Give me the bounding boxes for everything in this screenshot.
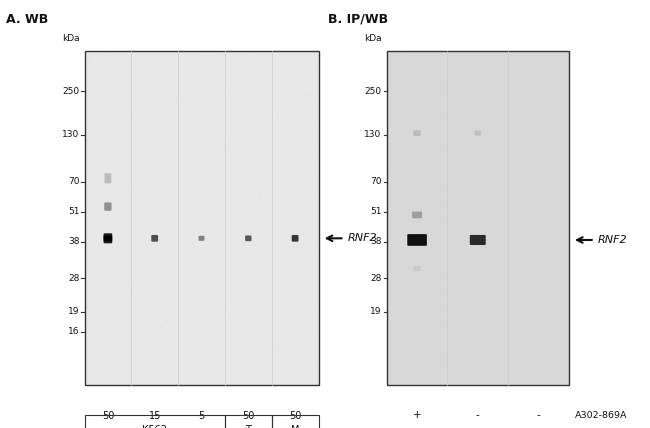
Text: 38: 38 [68,237,79,246]
Text: kDa: kDa [62,34,79,43]
Text: 70: 70 [68,177,79,186]
FancyBboxPatch shape [104,202,112,211]
Text: 28: 28 [68,274,79,283]
FancyBboxPatch shape [103,235,112,241]
Text: 5: 5 [198,411,205,421]
Text: 250: 250 [365,87,382,96]
Text: 130: 130 [62,130,79,140]
Text: A302-869A: A302-869A [575,410,628,420]
Text: B. IP/WB: B. IP/WB [328,13,389,26]
Text: -: - [476,410,480,420]
FancyBboxPatch shape [105,173,111,183]
Text: 19: 19 [68,307,79,316]
Text: K562: K562 [142,425,167,428]
Text: +: + [413,410,421,420]
FancyBboxPatch shape [413,130,421,136]
Text: A. WB: A. WB [6,13,49,26]
Text: 70: 70 [370,177,382,186]
Text: 38: 38 [370,237,382,246]
Text: -: - [536,410,540,420]
Text: RNF2: RNF2 [598,235,628,245]
Text: 51: 51 [370,207,382,216]
FancyBboxPatch shape [84,51,318,385]
FancyBboxPatch shape [387,51,569,385]
FancyBboxPatch shape [245,235,252,241]
FancyBboxPatch shape [474,131,481,136]
FancyBboxPatch shape [198,236,205,241]
FancyBboxPatch shape [292,235,298,242]
FancyBboxPatch shape [412,211,422,218]
FancyBboxPatch shape [103,233,112,244]
FancyBboxPatch shape [408,234,427,246]
Text: M: M [291,425,300,428]
Text: 51: 51 [68,207,79,216]
Text: 16: 16 [68,327,79,336]
Text: 130: 130 [364,130,382,140]
Text: 19: 19 [370,307,382,316]
Text: 15: 15 [148,411,161,421]
Text: kDa: kDa [364,34,382,43]
Text: 50: 50 [101,411,114,421]
Text: 28: 28 [370,274,382,283]
FancyBboxPatch shape [470,235,486,245]
Text: 50: 50 [289,411,302,421]
Text: 250: 250 [62,87,79,96]
Text: RNF2: RNF2 [348,233,378,243]
FancyBboxPatch shape [151,235,158,242]
Text: 50: 50 [242,411,255,421]
Text: T: T [245,425,252,428]
FancyBboxPatch shape [413,266,421,271]
